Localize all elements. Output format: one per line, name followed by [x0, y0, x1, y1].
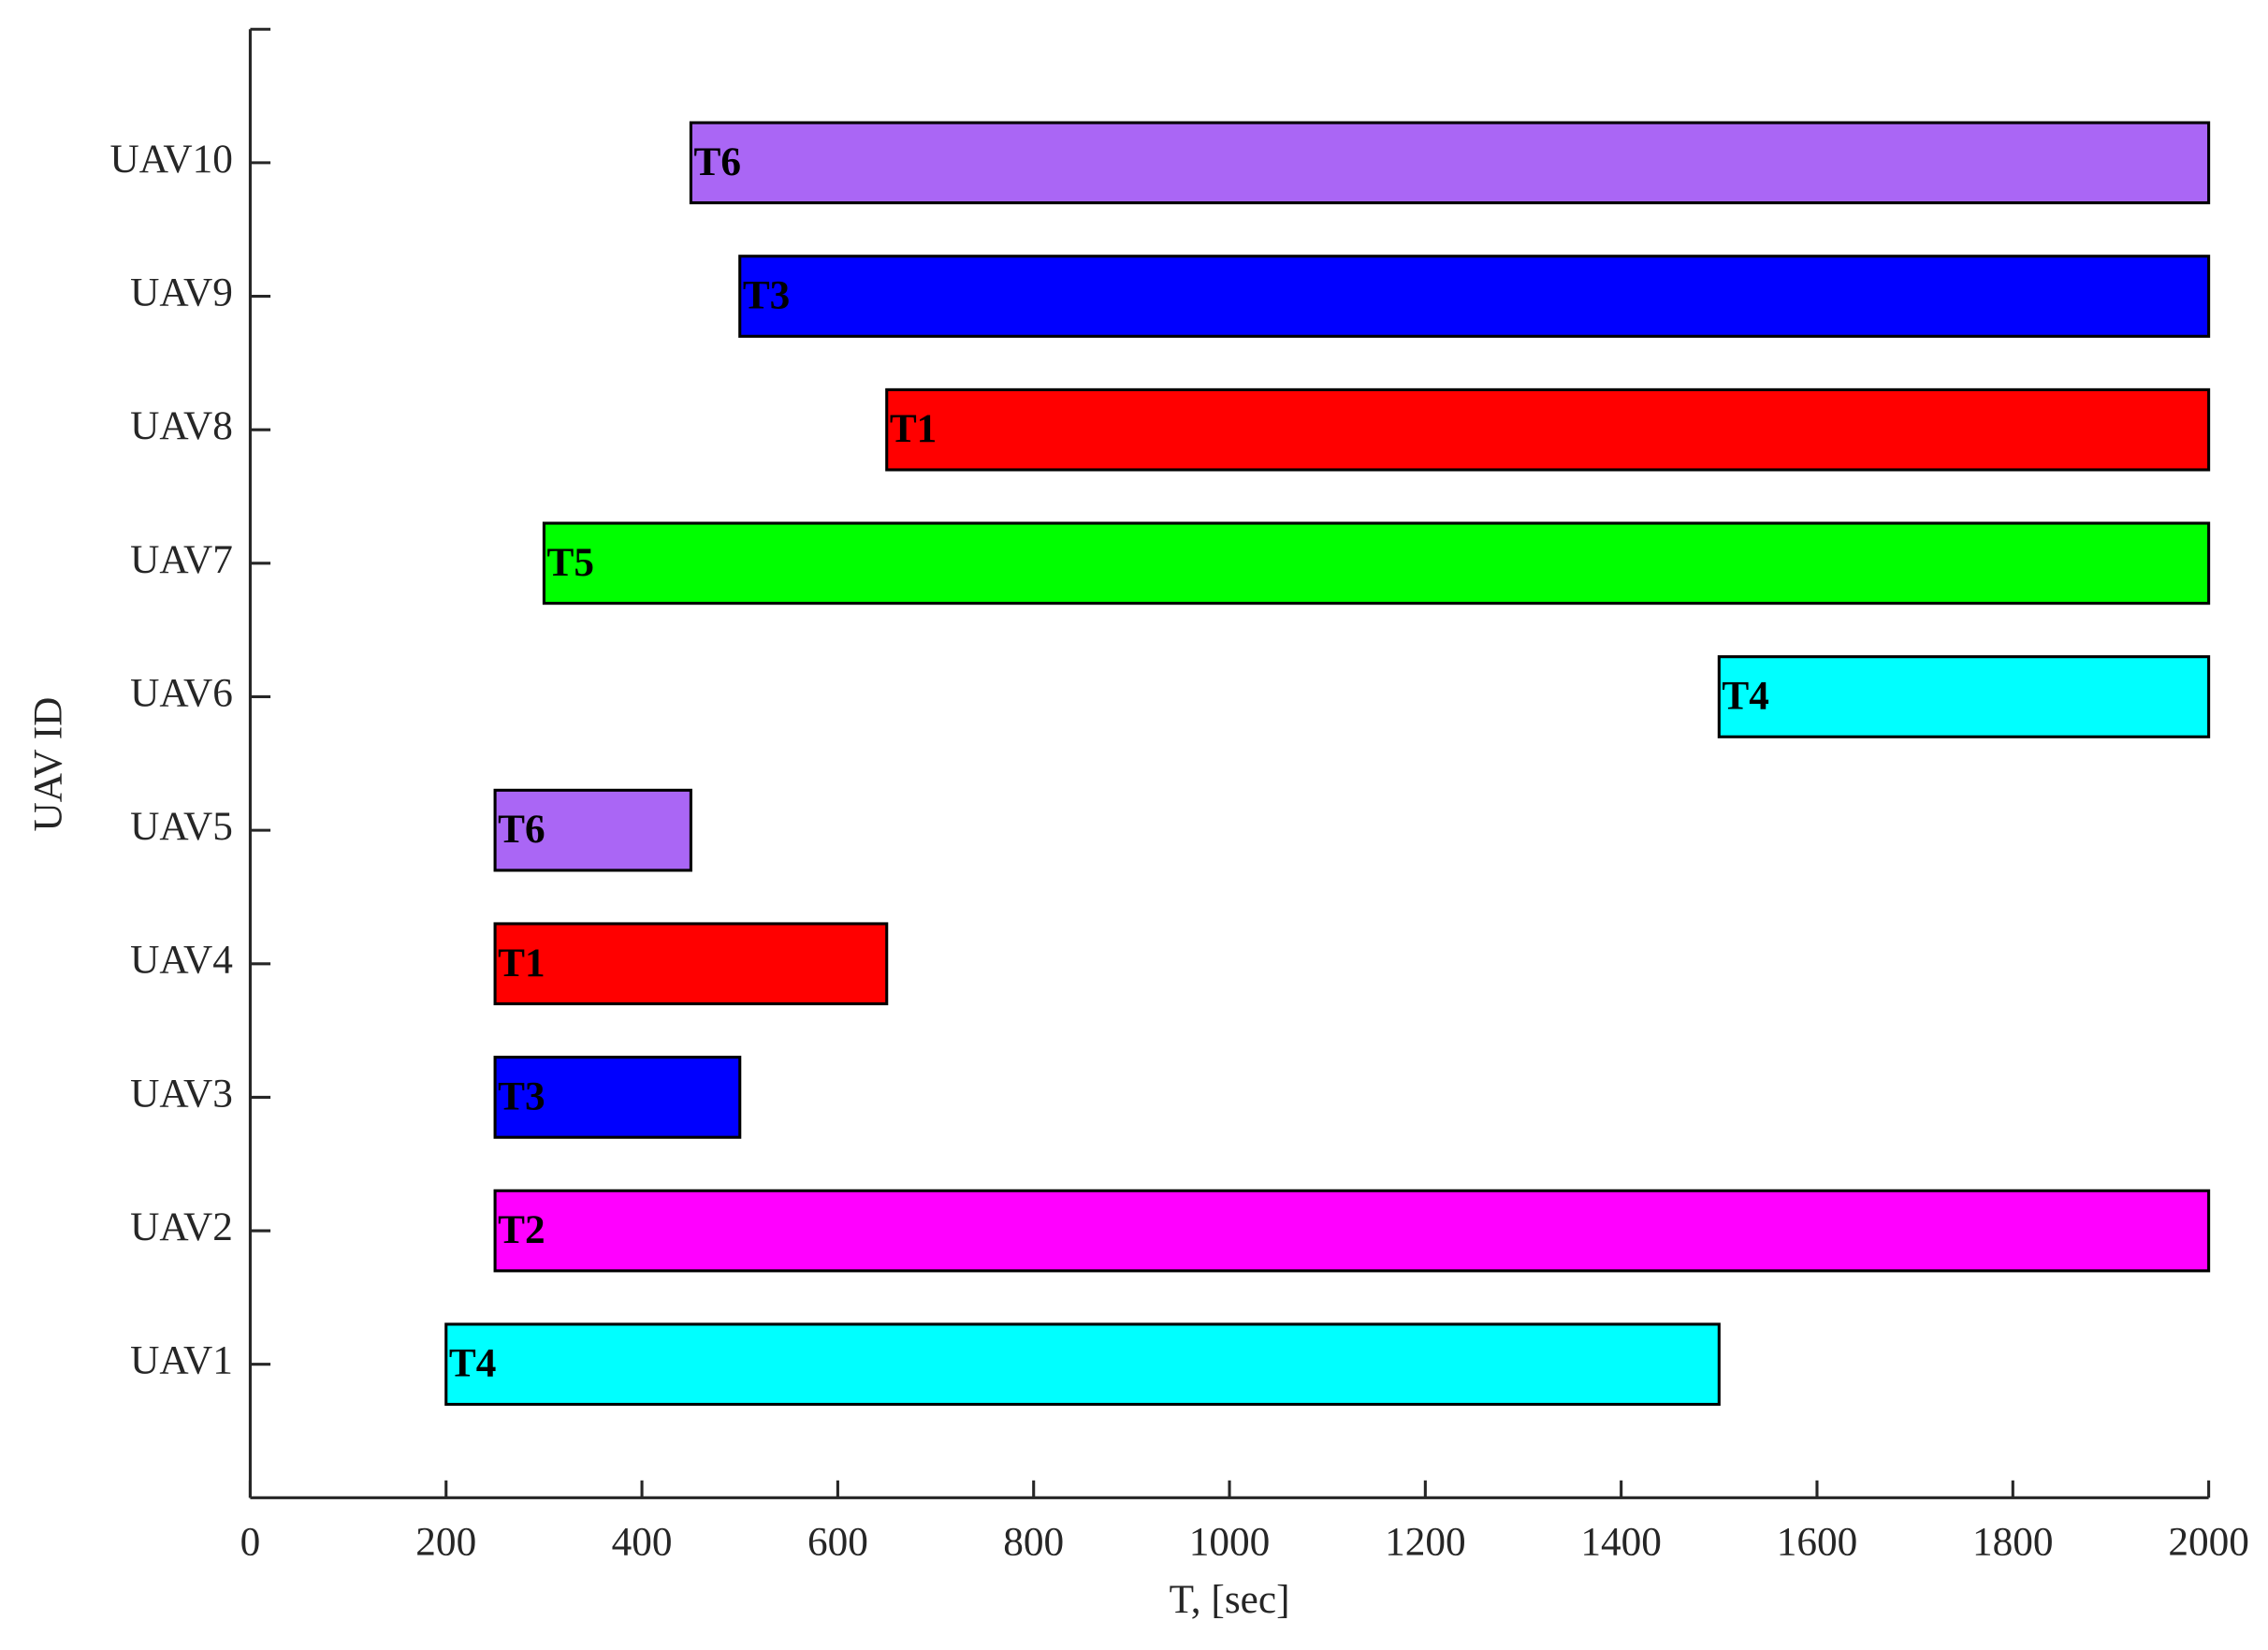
bar-label: T6 [693, 139, 740, 184]
y-tick-label: UAV8 [130, 403, 233, 448]
bar [444, 1322, 1721, 1407]
y-tick-label: UAV1 [130, 1338, 233, 1383]
y-tick-label: UAV7 [130, 537, 233, 582]
y-tick-label: UAV3 [130, 1071, 233, 1116]
x-tick-label: 1400 [1580, 1519, 1662, 1564]
bar [493, 922, 889, 1006]
bar-label: T4 [1722, 674, 1769, 719]
x-tick-label: 2000 [2168, 1519, 2249, 1564]
x-tick-label: 400 [612, 1519, 673, 1564]
y-axis-label: UAV ID [26, 697, 71, 832]
x-tick-label: 1800 [1972, 1519, 2054, 1564]
y-tick-label: UAV4 [130, 938, 233, 983]
bar [1717, 655, 2211, 738]
bar-label: T1 [498, 941, 545, 986]
y-tick-label: UAV10 [109, 137, 232, 182]
bar [738, 255, 2211, 338]
x-tick-label: 600 [807, 1519, 868, 1564]
bar-label: T3 [743, 273, 791, 318]
bar-label: T6 [498, 807, 545, 852]
bar-label: T2 [498, 1207, 545, 1252]
y-tick-label: UAV2 [130, 1205, 233, 1249]
x-tick-label: 200 [415, 1519, 476, 1564]
x-tick-label: 1600 [1777, 1519, 1858, 1564]
bar [542, 521, 2211, 606]
bar [493, 788, 692, 872]
x-tick-label: 1200 [1385, 1519, 1466, 1564]
bar-label: T4 [449, 1341, 497, 1386]
x-axis-label: T, [sec] [1170, 1577, 1290, 1622]
x-tick-label: 1000 [1189, 1519, 1271, 1564]
x-tick-label: 0 [240, 1519, 261, 1564]
bar [689, 121, 2211, 205]
x-tick-label: 800 [1003, 1519, 1064, 1564]
y-tick-label: UAV6 [130, 670, 233, 715]
y-tick-label: UAV5 [130, 804, 233, 849]
bar-label: T5 [547, 540, 595, 585]
y-tick-label: UAV9 [130, 270, 233, 314]
bar [885, 387, 2211, 472]
bar-label: T3 [498, 1073, 545, 1118]
bar-label: T1 [890, 406, 938, 451]
bar [493, 1056, 742, 1139]
bar [493, 1189, 2211, 1273]
